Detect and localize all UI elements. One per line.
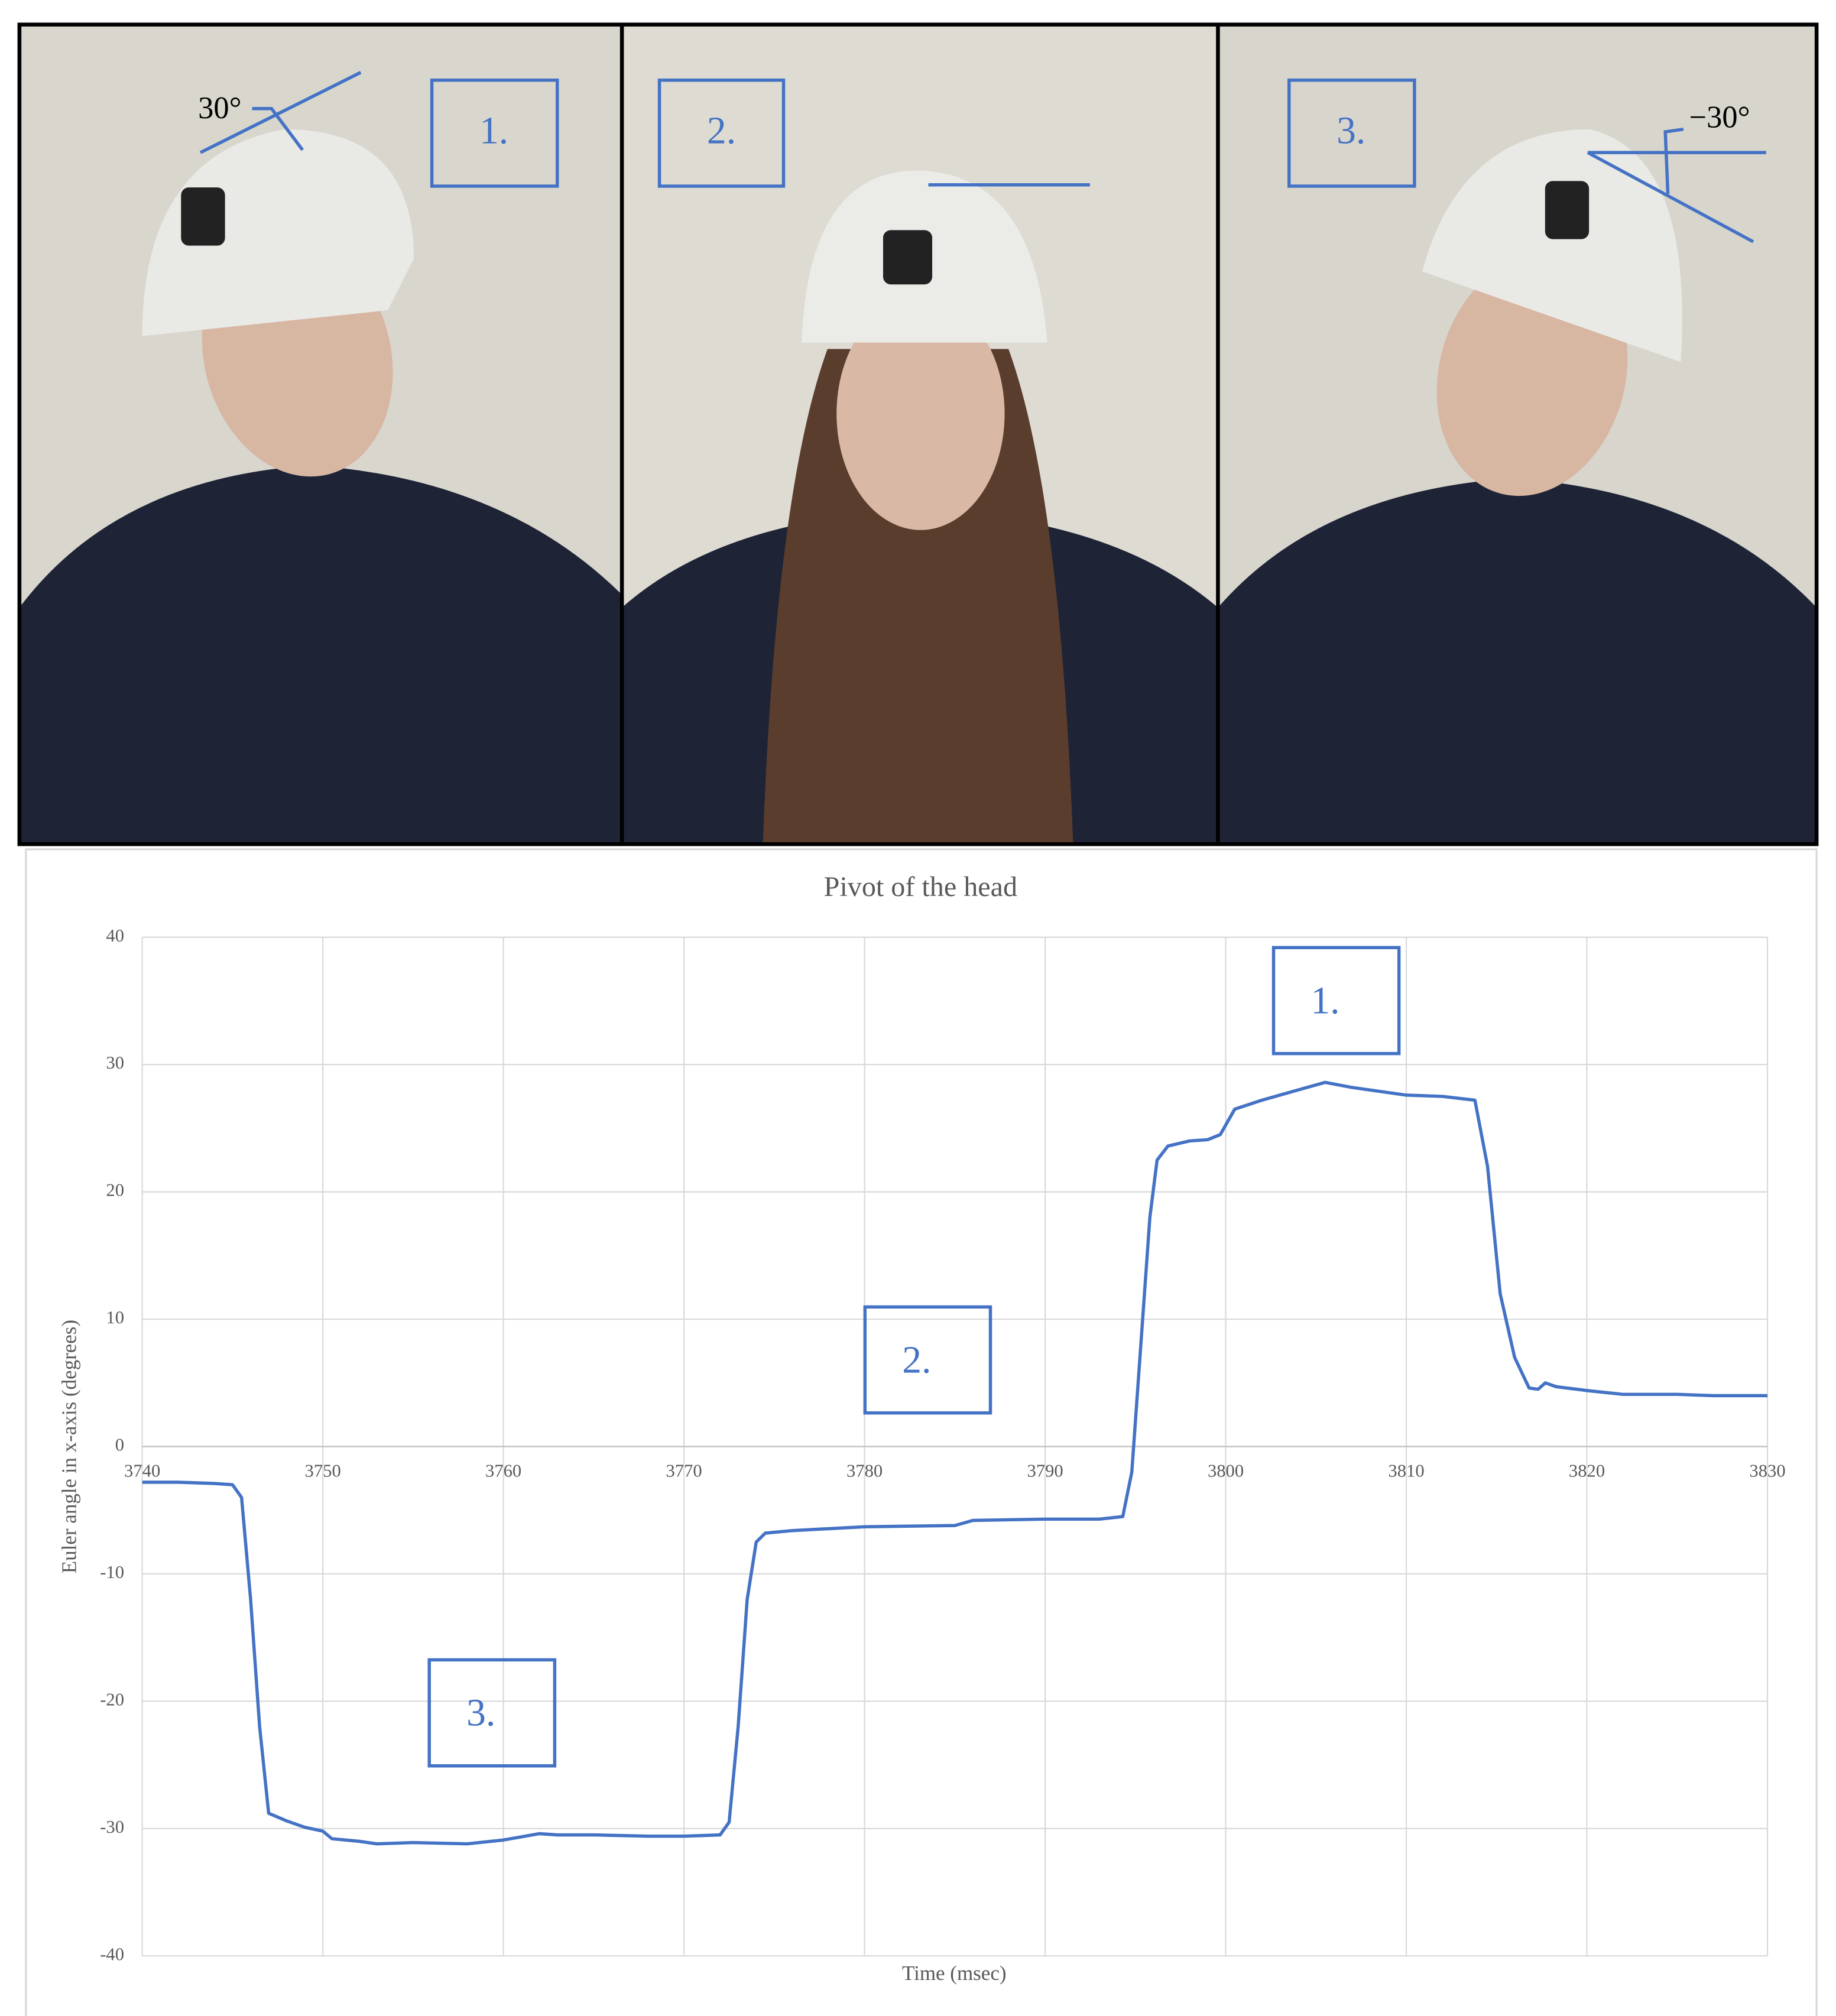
y-tick-label: -40: [100, 1944, 124, 1964]
y-tick-label: -20: [100, 1689, 124, 1709]
label-box: [657, 78, 786, 188]
angle-label: −30°: [1689, 100, 1750, 134]
angle-line: [199, 71, 362, 154]
y-tick-label: 30: [106, 1053, 124, 1073]
photo-label: 1.: [479, 110, 508, 152]
x-tick-label: 3780: [846, 1460, 883, 1481]
label-box: [1287, 78, 1416, 188]
photo-frame: [17, 22, 1819, 846]
y-tick-label: -10: [100, 1562, 124, 1582]
x-tick-label: 3800: [1208, 1460, 1244, 1481]
annotation: 2.: [902, 1339, 931, 1382]
y-tick-label: -30: [100, 1817, 124, 1837]
y-tick-label: 40: [106, 926, 124, 946]
label-box: [430, 78, 559, 188]
x-axis-label: Time (msec): [902, 1962, 1007, 1985]
photo-panels: 1. 2. 3. 30° −30°: [17, 22, 1819, 846]
x-tick-label: 3790: [1027, 1460, 1063, 1481]
x-tick-label: 3830: [1749, 1460, 1785, 1481]
annotation: 3.: [466, 1692, 495, 1735]
y-axis-label: Euler angle in x-axis (degrees): [57, 1320, 80, 1573]
annotation-box: [1271, 946, 1401, 1056]
angle-label: 30°: [198, 91, 241, 125]
x-tick-label: 3750: [305, 1460, 341, 1481]
x-tick-label: 3770: [666, 1460, 702, 1481]
chart-title: Pivot of the head: [824, 871, 1017, 903]
photo: [19, 24, 622, 845]
x-tick-label: 3740: [124, 1460, 160, 1481]
x-tick-label: 3760: [485, 1460, 521, 1481]
y-tick-label: 20: [106, 1180, 124, 1200]
annotation: 1.: [1310, 980, 1339, 1022]
data-line: [142, 1080, 1768, 1846]
plot: -40 -30 -20 -10 0 10 20 30 40 3740 3750 3760 3770 378…: [100, 926, 1785, 1965]
photo-label: 3.: [1337, 110, 1365, 152]
angle-line: [1587, 151, 1754, 244]
angle-line: [252, 106, 304, 151]
annotation-box: [863, 1305, 992, 1415]
photo: [1218, 24, 1817, 845]
chart-frame: [25, 848, 1818, 2016]
y-tick-label: 10: [106, 1307, 124, 1327]
photo: [622, 24, 1218, 845]
x-tick-label: 3810: [1388, 1460, 1424, 1481]
y-tick-label: 0: [115, 1435, 124, 1455]
angle-line: [1663, 128, 1684, 194]
photo-label: 2.: [707, 110, 736, 152]
x-tick-label: 3820: [1569, 1460, 1605, 1481]
annotation-box: [427, 1658, 557, 1768]
